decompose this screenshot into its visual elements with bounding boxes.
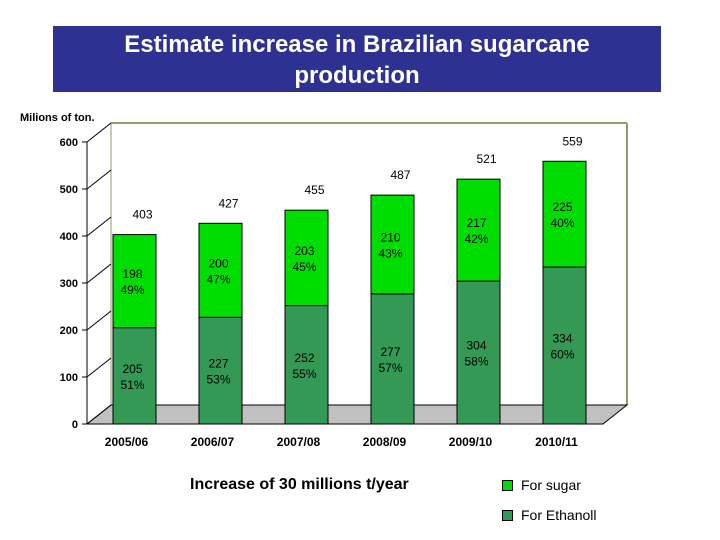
bar-sugar (542, 160, 587, 268)
x-tick-label: 2006/07 (191, 435, 235, 449)
sugar-value-label: 210 (380, 230, 400, 244)
sugar-percent-label: 45% (292, 260, 316, 274)
ethanol-percent-label: 53% (206, 373, 230, 387)
sugar-percent-label: 40% (550, 216, 574, 230)
ethanol-value-label: 304 (466, 339, 486, 353)
y-wall-gridline (86, 216, 112, 237)
y-tick-label: 600 (60, 137, 78, 149)
sugar-value-label: 198 (122, 267, 142, 281)
x-tick-label: 2007/08 (277, 435, 321, 449)
y-wall-gridline (86, 169, 112, 190)
y-wall-gridline (86, 404, 112, 425)
y-wall-gridline (86, 122, 112, 143)
y-wall-gridline (86, 263, 112, 284)
bar-ethanol (456, 280, 501, 425)
bar-ethanol (112, 327, 157, 425)
legend-swatch-ethanol (502, 509, 513, 521)
bar-total-label: 403 (132, 208, 152, 222)
chart-subtitle: Increase of 30 millions t/year (190, 476, 409, 493)
y-tick-label: 200 (60, 325, 78, 337)
ethanol-percent-label: 60% (550, 348, 574, 362)
ethanol-value-label: 334 (552, 332, 572, 346)
sugar-percent-label: 49% (120, 283, 144, 297)
ethanol-value-label: 205 (122, 362, 142, 376)
ethanol-percent-label: 51% (120, 378, 144, 392)
bar-sugar (198, 222, 243, 318)
y-wall-gridline (86, 357, 112, 378)
y-tick-label: 400 (60, 231, 78, 243)
y-axis-units-label: Milions of ton. (20, 112, 95, 124)
chart-title-line2: production (294, 62, 420, 89)
chart-title-line1: Estimate increase in Brazilian sugarcane (124, 31, 590, 58)
y-tick-label: 300 (60, 278, 78, 290)
sugar-percent-label: 43% (378, 246, 402, 260)
ethanol-value-label: 227 (208, 357, 228, 371)
chart-title: Estimate increase in Brazilian sugarcane… (53, 26, 661, 92)
bar-sugar (370, 194, 415, 295)
bar-ethanol (370, 293, 415, 425)
ethanol-value-label: 277 (380, 345, 400, 359)
y-tick-label: 500 (60, 184, 78, 196)
legend-label-ethanol: For Ethanoll (521, 507, 597, 523)
x-tick-label: 2009/10 (449, 435, 493, 449)
ethanol-percent-label: 58% (464, 355, 488, 369)
bar-total-label: 521 (476, 152, 496, 166)
sugar-percent-label: 42% (464, 232, 488, 246)
sugar-value-label: 203 (294, 244, 314, 258)
legend-item-ethanol: For Ethanoll (502, 507, 596, 523)
ethanol-value-label: 252 (294, 351, 314, 365)
x-tick-label: 2008/09 (363, 435, 407, 449)
y-wall-gridline (86, 310, 112, 331)
sugar-value-label: 217 (466, 216, 486, 230)
bar-sugar (456, 178, 501, 282)
x-tick-label: 2010/11 (535, 435, 578, 449)
sugar-percent-label: 47% (206, 272, 230, 286)
bar-total-label: 559 (562, 134, 582, 148)
legend-item-sugar: For sugar (502, 477, 581, 493)
bar-total-label: 487 (390, 168, 410, 182)
legend-label-sugar: For sugar (521, 477, 581, 493)
sugar-value-label: 225 (552, 200, 572, 214)
bar-sugar (112, 234, 157, 329)
legend-swatch-sugar (502, 479, 513, 491)
bar-total-label: 455 (304, 183, 324, 197)
y-tick-label: 100 (60, 372, 78, 384)
bar-sugar (284, 209, 329, 307)
bar-total-label: 427 (218, 196, 238, 210)
ethanol-percent-label: 57% (378, 361, 402, 375)
y-tick-label: 0 (72, 419, 78, 431)
bar-ethanol (284, 305, 329, 425)
x-tick-label: 2005/06 (105, 435, 149, 449)
ethanol-percent-label: 55% (292, 367, 316, 381)
sugar-value-label: 200 (208, 256, 228, 270)
